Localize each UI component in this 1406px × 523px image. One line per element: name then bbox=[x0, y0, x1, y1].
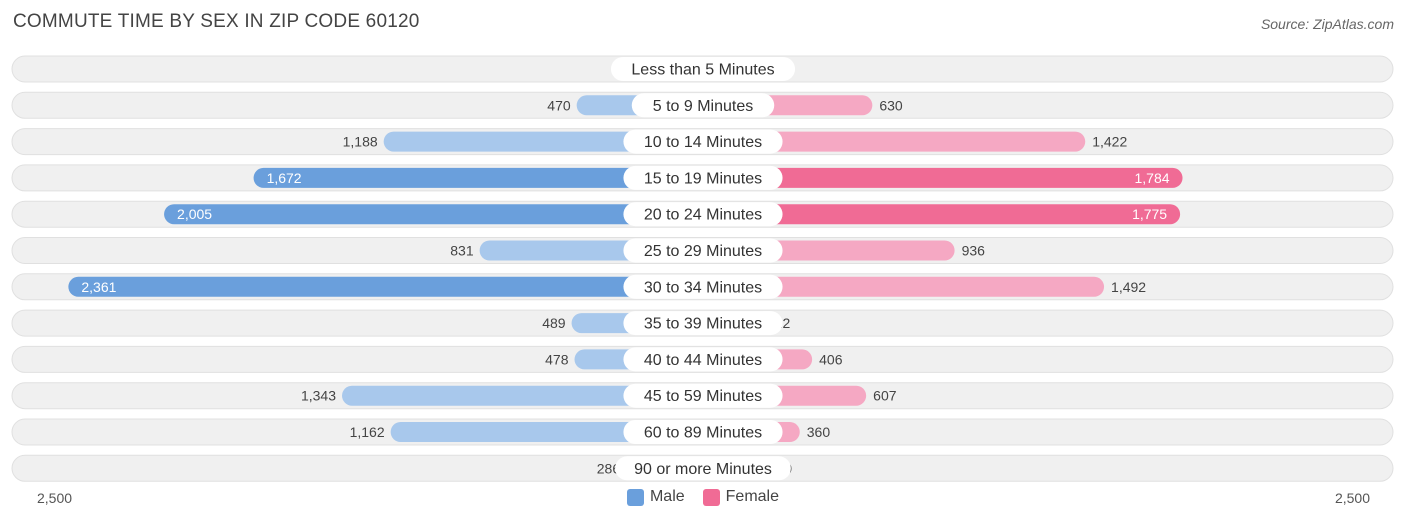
category-pill bbox=[623, 165, 783, 190]
category-label: 90 or more Minutes bbox=[634, 461, 772, 478]
female-value-label: 1,492 bbox=[1111, 279, 1146, 295]
category-label: 10 to 14 Minutes bbox=[644, 134, 762, 151]
legend-label-male: Male bbox=[649, 488, 685, 505]
category-label: 25 to 29 Minutes bbox=[644, 243, 762, 260]
axis-right-label: 2,500 bbox=[1334, 490, 1370, 506]
axis-left-label: 2,500 bbox=[37, 490, 73, 506]
male-bar bbox=[164, 204, 703, 225]
female-value-label: 936 bbox=[962, 243, 986, 259]
female-bar bbox=[703, 276, 1105, 297]
category-pill bbox=[623, 129, 783, 154]
male-value-label: 1,672 bbox=[267, 170, 302, 186]
male-value-label: 286 bbox=[597, 460, 621, 476]
category-label: 60 to 89 Minutes bbox=[644, 425, 762, 442]
legend-item-female[interactable]: Female bbox=[702, 488, 780, 506]
legend: Male Female bbox=[0, 488, 1406, 506]
male-value-label: 489 bbox=[542, 315, 566, 331]
category-label: Less than 5 Minutes bbox=[631, 62, 774, 79]
female-value-label: 1,784 bbox=[1134, 170, 1169, 186]
female-value-label: 607 bbox=[873, 388, 897, 404]
male-value-label: 1,188 bbox=[343, 134, 378, 150]
source-label: Source: ZipAtlas.com bbox=[1260, 16, 1394, 32]
male-bar bbox=[383, 131, 703, 152]
female-value-label: 360 bbox=[807, 424, 831, 440]
legend-item-male[interactable]: Male bbox=[626, 488, 685, 506]
category-pill bbox=[623, 238, 783, 263]
female-value-label: 1,775 bbox=[1132, 206, 1167, 222]
category-pill bbox=[623, 274, 783, 299]
category-label: 40 to 44 Minutes bbox=[644, 352, 762, 369]
category-pill bbox=[623, 202, 783, 227]
category-pill bbox=[631, 93, 775, 118]
category-label: 45 to 59 Minutes bbox=[644, 388, 762, 405]
male-value-label: 2,361 bbox=[81, 279, 116, 295]
male-bar bbox=[342, 385, 703, 406]
male-value-label: 1,162 bbox=[350, 424, 385, 440]
legend-label-female: Female bbox=[725, 488, 780, 505]
category-label: 20 to 24 Minutes bbox=[644, 207, 762, 224]
male-bar bbox=[253, 167, 703, 188]
male-value-label: 478 bbox=[545, 351, 569, 367]
legend-swatch-male bbox=[626, 488, 644, 506]
category-pill bbox=[623, 311, 783, 336]
female-value-label: 630 bbox=[879, 97, 903, 113]
male-value-label: 1,343 bbox=[301, 388, 336, 404]
category-pill bbox=[610, 57, 796, 81]
female-bar bbox=[703, 204, 1181, 225]
category-label: 35 to 39 Minutes bbox=[644, 316, 762, 333]
male-value-label: 2,005 bbox=[177, 206, 212, 222]
category-label: 5 to 9 Minutes bbox=[653, 98, 754, 115]
female-value-label: 406 bbox=[819, 351, 843, 367]
female-value-label: 1,422 bbox=[1092, 134, 1127, 150]
chart-title: COMMUTE TIME BY SEX IN ZIP CODE 60120 bbox=[13, 11, 420, 32]
category-pill bbox=[623, 383, 783, 408]
category-pill bbox=[615, 456, 791, 481]
female-bar bbox=[703, 131, 1086, 152]
male-value-label: 831 bbox=[450, 243, 474, 259]
category-pill bbox=[623, 347, 783, 372]
category-label: 30 to 34 Minutes bbox=[644, 279, 762, 296]
category-pill bbox=[623, 420, 783, 444]
category-label: 15 to 19 Minutes bbox=[644, 170, 762, 187]
female-bar bbox=[703, 167, 1183, 188]
male-value-label: 470 bbox=[547, 97, 571, 113]
legend-swatch-female bbox=[702, 488, 720, 506]
male-bar bbox=[68, 276, 703, 297]
